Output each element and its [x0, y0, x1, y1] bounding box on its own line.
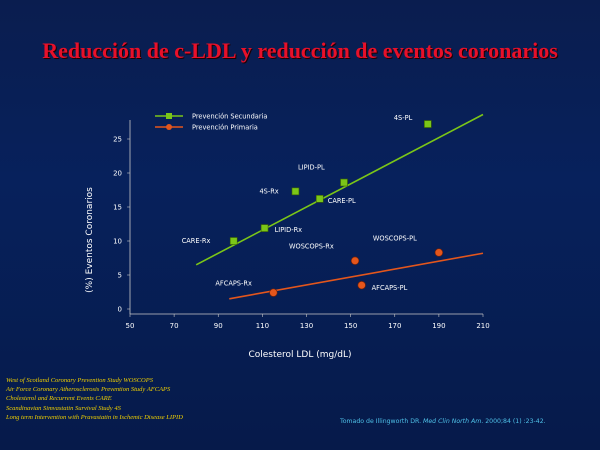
point-label: WOSCOPS-PL — [373, 235, 417, 243]
legend: Prevención Secundaria Prevención Primaria — [155, 112, 267, 131]
data-point-square — [260, 224, 269, 232]
point-label: CARE-Rx — [182, 237, 211, 245]
x-tick-label: 130 — [300, 322, 313, 330]
x-tick-label: 70 — [170, 322, 179, 330]
y-tick-label: 10 — [113, 238, 122, 246]
data-point-square — [424, 120, 432, 128]
footnote-line: Air Force Coronary Atherosclerosis Preve… — [6, 386, 171, 394]
study-abbreviations: West of Scotland Coronary Prevention Stu… — [6, 376, 336, 422]
data-point-circle — [350, 256, 360, 265]
data-point-circle — [357, 281, 366, 290]
footnote-line: Long term Intervention with Pravastatin … — [6, 413, 183, 421]
point-label: 4S-Rx — [259, 187, 278, 195]
x-tick-label: 90 — [214, 322, 223, 330]
x-tick-label: 150 — [344, 322, 357, 330]
data-point-square — [229, 237, 238, 245]
trend-lines — [195, 113, 484, 300]
tick-labels: 50 70 90 110 130 150 170 190 210 0 5 10 15 20 25 — [113, 136, 490, 331]
legend-label: Prevención Primaria — [192, 123, 258, 131]
footnote-line: Cholesterol and Recurrent Events CARE — [6, 395, 112, 403]
point-label: AFCAPS-PL — [372, 284, 408, 292]
source-prefix: Tomado de Illingworth DR. — [340, 418, 424, 425]
trend-line — [195, 113, 484, 266]
x-tick-label: 210 — [476, 322, 489, 330]
legend-marker-circle — [166, 124, 172, 130]
data-point-square — [315, 195, 324, 203]
point-label: AFCAPS-Rx — [215, 280, 252, 288]
source-citation: Tomado de Illingworth DR. Med Clin North… — [340, 418, 596, 425]
point-labels: CARE-Rx LIPID-Rx 4S-Rx CARE-PL LIPID-PL 4S-PL… — [182, 114, 417, 292]
x-axis-label: Colesterol LDL (mg/dL) — [248, 350, 351, 360]
source-journal: Med Clin North Am — [423, 418, 482, 425]
data-point-square — [291, 187, 300, 196]
x-tick-label: 190 — [432, 322, 445, 330]
x-tick-label: 110 — [256, 322, 269, 330]
point-label: LIPID-PL — [298, 164, 325, 172]
y-axis-label: (%) Eventos Coronarios — [85, 187, 95, 293]
data-point-circle — [434, 248, 443, 257]
x-tick-label: 50 — [126, 322, 135, 330]
data-point-circle — [269, 288, 278, 297]
footnote-line: Scandinavian Simvastatin Survival Study … — [6, 404, 121, 412]
slide-title: Reducción de c-LDL y reducción de evento… — [42, 38, 558, 63]
y-tick-label: 25 — [113, 136, 122, 144]
point-label: LIPID-Rx — [275, 226, 303, 234]
point-label: 4S-PL — [394, 114, 413, 122]
legend-label: Prevención Secundaria — [192, 112, 267, 120]
legend-marker-square — [166, 113, 172, 119]
footnote-line: West of Scotland Coronary Prevention Stu… — [6, 377, 153, 384]
point-label: WOSCOPS-Rx — [289, 243, 334, 251]
y-tick-label: 20 — [113, 170, 122, 178]
source-suffix: . 2000;84 (1) :23-42. — [481, 418, 546, 425]
data-points — [229, 120, 443, 297]
data-point-square — [340, 178, 348, 187]
y-tick-label: 0 — [118, 306, 122, 314]
y-tick-label: 15 — [113, 204, 122, 212]
point-label: CARE-PL — [328, 197, 356, 205]
x-tick-label: 170 — [388, 322, 401, 330]
y-tick-label: 5 — [118, 272, 122, 280]
